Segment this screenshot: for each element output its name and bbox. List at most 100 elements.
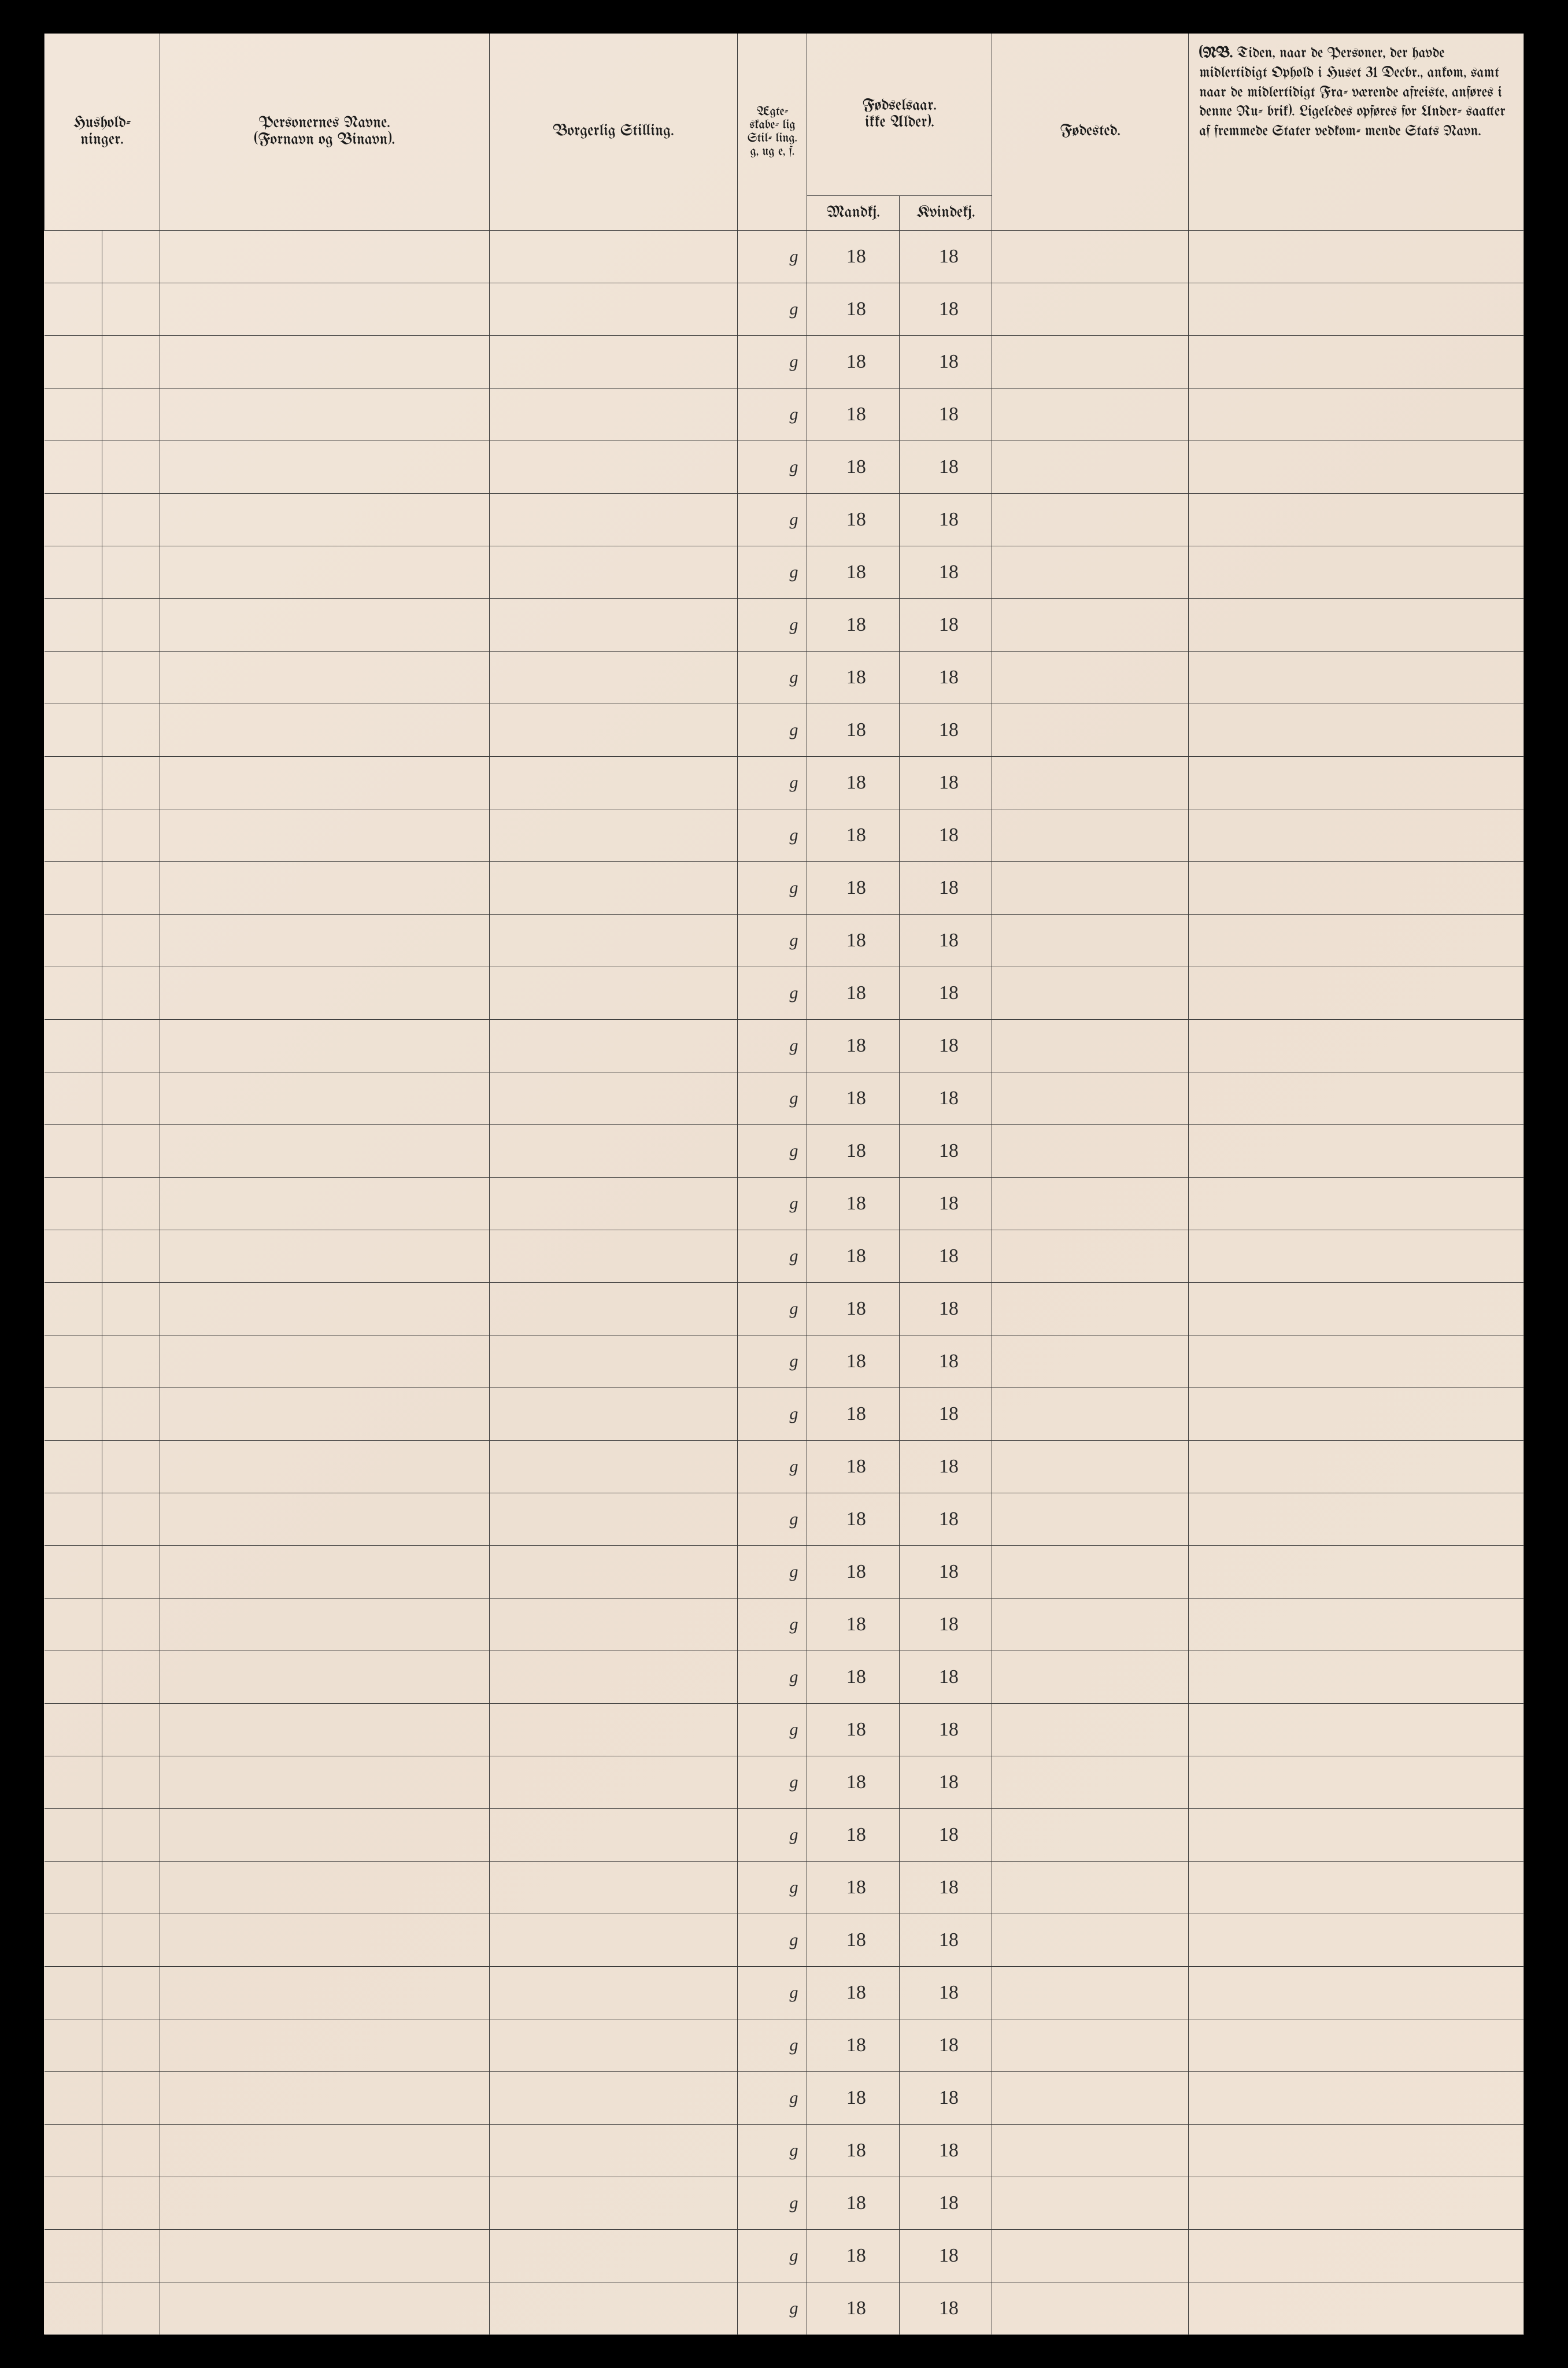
col-header-nb: (NB. Tiden, naar de Personer, der havde … [1189,34,1524,230]
nb-label: (NB. [1199,46,1233,61]
cell-stilling [489,1282,738,1335]
cell-mandkj: 18 [807,2019,900,2071]
cell-kvindkj: 18 [900,2071,992,2124]
cell-kvindkj: 18 [900,651,992,704]
cell-aegte: g [738,1019,807,1072]
cell-stilling [489,914,738,967]
cell-fodested [992,2282,1189,2334]
cell-fodested [992,1808,1189,1861]
cell-navn [160,1861,489,1914]
cell-kvindkj: 18 [900,1388,992,1440]
cell-kvindkj: 18 [900,1440,992,1493]
cell-aegte: g [738,2071,807,2124]
cell-fodested [992,2229,1189,2282]
cell-aegte: g [738,2019,807,2071]
table-row: g1818 [45,2019,1524,2071]
cell-nb [1189,2177,1524,2229]
cell-kvindkj: 18 [900,1756,992,1808]
cell-nb [1189,809,1524,861]
cell-stilling [489,283,738,335]
cell-hushold [45,335,160,388]
table-row: g1818 [45,2124,1524,2177]
cell-navn [160,1703,489,1756]
cell-hushold [45,914,160,967]
cell-nb [1189,1545,1524,1598]
table-row: g1818 [45,493,1524,546]
cell-aegte: g [738,861,807,914]
cell-kvindkj: 18 [900,861,992,914]
col-subheader-kvindkj: Kvindekj. [900,195,992,230]
cell-hushold [45,546,160,598]
cell-kvindkj: 18 [900,1861,992,1914]
cell-mandkj: 18 [807,861,900,914]
cell-nb [1189,441,1524,493]
table-row: g1818 [45,598,1524,651]
cell-navn [160,1914,489,1966]
cell-hushold [45,441,160,493]
cell-aegte: g [738,1808,807,1861]
cell-nb [1189,1177,1524,1230]
cell-hushold [45,2124,160,2177]
table-row: g1818 [45,546,1524,598]
cell-aegte: g [738,1914,807,1966]
cell-kvindkj: 18 [900,283,992,335]
cell-mandkj: 18 [807,809,900,861]
cell-nb [1189,388,1524,441]
census-table: Hushold- ninger. Personernes Navne. (For… [44,34,1524,2335]
col-header-fodested: Fødested. [992,34,1189,230]
cell-fodested [992,967,1189,1019]
cell-stilling [489,2229,738,2282]
cell-stilling [489,651,738,704]
cell-hushold [45,1808,160,1861]
cell-aegte: g [738,1124,807,1177]
cell-navn [160,2229,489,2282]
cell-navn [160,1808,489,1861]
cell-mandkj: 18 [807,493,900,546]
census-ledger-page: Hushold- ninger. Personernes Navne. (For… [44,34,1524,2334]
mandkj-label: Mandkj. [827,205,880,221]
cell-hushold [45,2019,160,2071]
cell-aegte: g [738,335,807,388]
cell-nb [1189,1019,1524,1072]
cell-mandkj: 18 [807,1861,900,1914]
table-row: g1818 [45,1282,1524,1335]
cell-nb [1189,756,1524,809]
cell-stilling [489,1598,738,1651]
cell-mandkj: 18 [807,1756,900,1808]
cell-aegte: g [738,1072,807,1124]
cell-nb [1189,1703,1524,1756]
table-row: g1818 [45,1019,1524,1072]
cell-fodested [992,335,1189,388]
cell-aegte: g [738,1230,807,1282]
cell-nb [1189,1335,1524,1388]
cell-hushold [45,1545,160,1598]
cell-nb [1189,2071,1524,2124]
table-row: g1818 [45,967,1524,1019]
table-row: g1818 [45,1861,1524,1914]
cell-nb [1189,2124,1524,2177]
cell-fodested [992,1177,1189,1230]
cell-navn [160,2071,489,2124]
cell-nb [1189,2229,1524,2282]
cell-kvindkj: 18 [900,388,992,441]
cell-aegte: g [738,1598,807,1651]
cell-stilling [489,1388,738,1440]
table-row: g1818 [45,1177,1524,1230]
cell-navn [160,1230,489,1282]
cell-hushold [45,1230,160,1282]
cell-navn [160,1019,489,1072]
table-row: g1818 [45,704,1524,756]
hushold-label: Hushold- ninger. [73,115,131,149]
cell-aegte: g [738,1388,807,1440]
cell-stilling [489,2282,738,2334]
cell-nb [1189,1861,1524,1914]
cell-mandkj: 18 [807,2229,900,2282]
cell-hushold [45,2177,160,2229]
cell-navn [160,1966,489,2019]
cell-hushold [45,1756,160,1808]
cell-nb [1189,493,1524,546]
cell-mandkj: 18 [807,2282,900,2334]
cell-nb [1189,1756,1524,1808]
table-row: g1818 [45,2177,1524,2229]
cell-hushold [45,1703,160,1756]
